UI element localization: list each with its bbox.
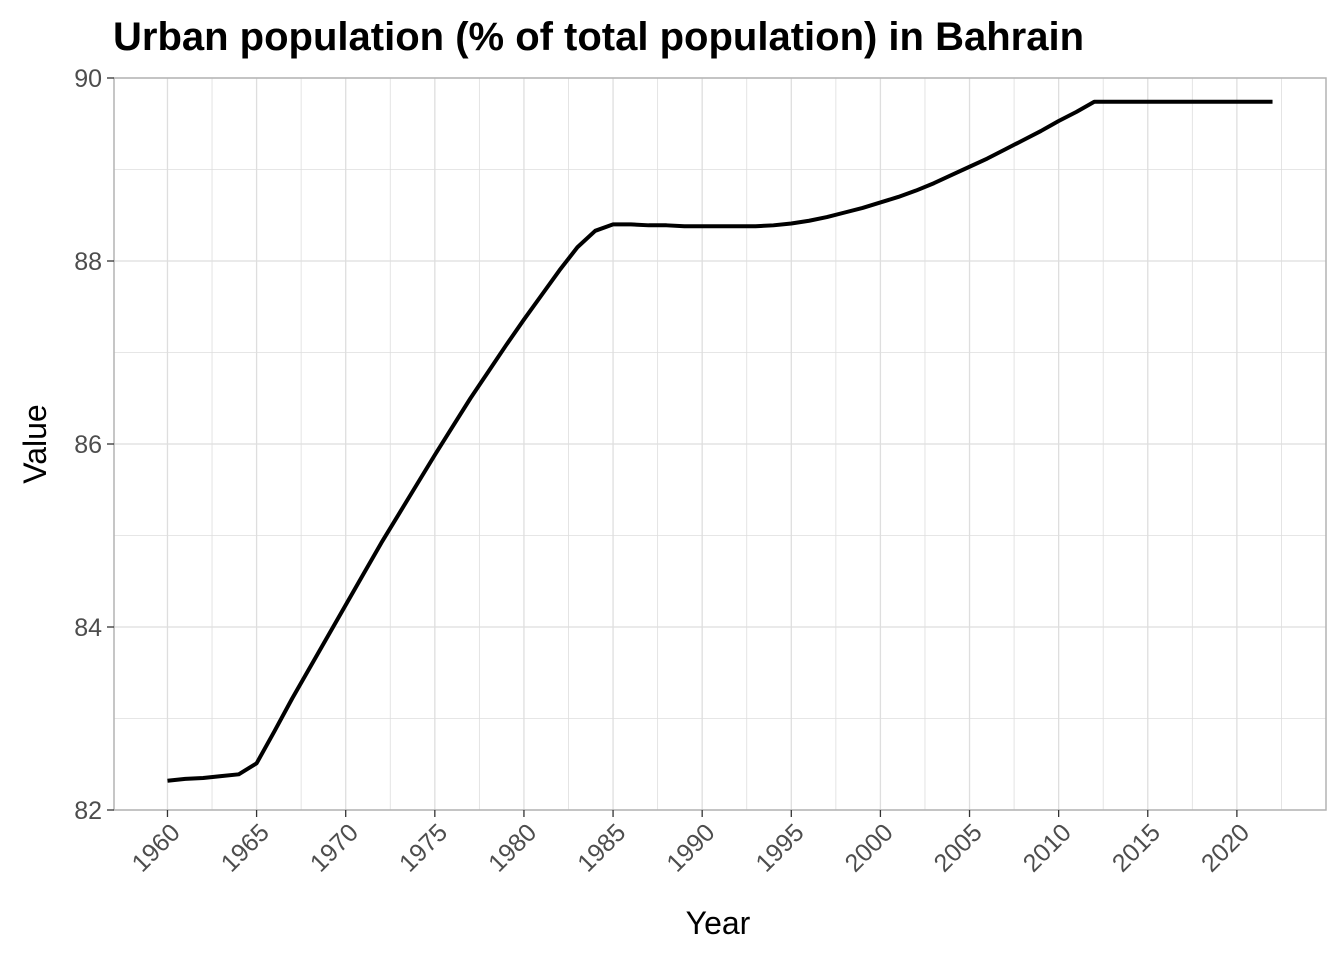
x-tick-label: 1980 — [483, 818, 542, 877]
y-tick-label: 84 — [74, 614, 102, 642]
x-tick-label: 2015 — [1107, 818, 1166, 877]
y-tick-label: 86 — [74, 431, 102, 459]
x-tick-label: 1975 — [394, 818, 453, 877]
grid — [114, 77, 1326, 811]
x-tick-label: 2000 — [840, 818, 899, 877]
y-axis: 82 84 86 88 90 — [74, 65, 114, 825]
y-tick-label: 88 — [74, 248, 102, 276]
x-tick-label: 1960 — [127, 818, 186, 877]
series-line — [167, 99, 1273, 783]
x-tick-label: 1965 — [216, 818, 275, 877]
x-tick-label: 1995 — [750, 818, 809, 877]
chart-title: Urban population (% of total population)… — [113, 15, 1084, 59]
x-tick-label: 1990 — [661, 818, 720, 877]
series-lines — [167, 99, 1273, 783]
x-tick-label: 2020 — [1196, 818, 1255, 877]
x-tick-label: 2005 — [929, 818, 988, 877]
x-axis-title: Year — [686, 905, 751, 941]
y-tick-label: 82 — [74, 797, 102, 825]
y-tick-label: 90 — [74, 65, 102, 93]
y-axis-title: Value — [17, 404, 53, 483]
x-tick-label: 1985 — [572, 818, 631, 877]
x-axis: 1960 1965 1970 1975 1980 1985 1990 1995 2000 2005… — [127, 810, 1255, 878]
x-tick-label: 2010 — [1018, 818, 1077, 877]
x-tick-label: 1970 — [305, 818, 364, 877]
